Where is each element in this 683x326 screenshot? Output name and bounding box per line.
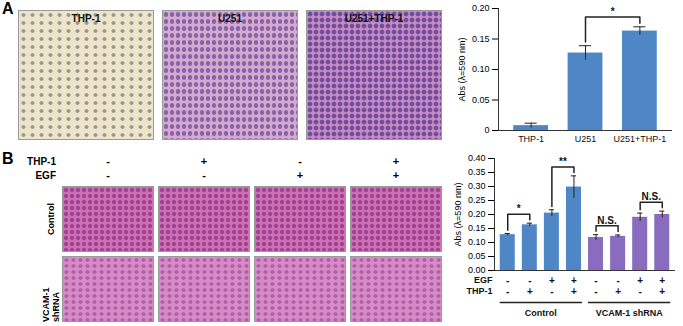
html-text:U251: U251: [218, 13, 242, 24]
svg-text:0.40: 0.40: [468, 153, 486, 163]
svg-text:-: -: [506, 275, 509, 286]
svg-text:0.35: 0.35: [468, 167, 486, 177]
html-text:EGF: EGF: [35, 170, 56, 181]
svg-text:0.15: 0.15: [468, 223, 486, 233]
svg-text:THP-1: THP-1: [466, 286, 492, 296]
svg-text:Abs (λ=590 nm): Abs (λ=590 nm): [453, 183, 463, 247]
svg-text:EGF: EGF: [474, 275, 493, 285]
html-text:A: A: [2, 0, 14, 17]
html-text:B: B: [2, 150, 14, 167]
svg-text:0.05: 0.05: [468, 251, 486, 261]
svg-text:+: +: [571, 286, 577, 297]
svg-text:0.10: 0.10: [472, 64, 490, 74]
svg-text:-: -: [616, 275, 619, 286]
svg-text:0.25: 0.25: [468, 195, 486, 205]
svg-text:+: +: [637, 275, 643, 286]
svg-text:+: +: [659, 286, 665, 297]
svg-text:Abs (λ=590 nm): Abs (λ=590 nm): [457, 38, 467, 102]
html-text:THP-1: THP-1: [71, 13, 101, 24]
svg-text:-: -: [550, 286, 553, 297]
svg-text:N.S.: N.S.: [641, 191, 661, 202]
html-text:VCAM-1 shRNA: VCAM-1 shRNA: [41, 287, 61, 322]
svg-text:**: **: [559, 156, 567, 167]
svg-text:0.00: 0.00: [468, 265, 486, 275]
svg-text:*: *: [611, 6, 615, 17]
svg-text:+: +: [615, 286, 621, 297]
svg-text:0.20: 0.20: [468, 209, 486, 219]
svg-text:0.30: 0.30: [468, 181, 486, 191]
svg-text:0: 0: [484, 125, 489, 135]
svg-text:0.20: 0.20: [472, 3, 490, 13]
svg-text:+: +: [659, 275, 665, 286]
svg-text:U251: U251: [575, 134, 597, 144]
svg-text:VCAM-1 shRNA: VCAM-1 shRNA: [596, 308, 664, 318]
svg-text:*: *: [517, 203, 521, 214]
svg-text:+: +: [527, 286, 533, 297]
svg-text:-: -: [506, 286, 509, 297]
svg-text:Control: Control: [525, 308, 557, 318]
svg-text:-: -: [594, 286, 597, 297]
svg-text:0.15: 0.15: [472, 34, 490, 44]
svg-text:U251+THP-1: U251+THP-1: [613, 134, 666, 144]
svg-text:0.10: 0.10: [468, 237, 486, 247]
svg-text:+: +: [571, 275, 577, 286]
svg-text:+: +: [549, 275, 555, 286]
svg-text:-: -: [639, 286, 642, 297]
svg-text:-: -: [594, 275, 597, 286]
svg-text:0.05: 0.05: [472, 95, 490, 105]
svg-text:-: -: [528, 275, 531, 286]
svg-text:N.S.: N.S.: [597, 215, 617, 226]
svg-text:THP-1: THP-1: [518, 134, 544, 144]
html-text:Control: Control: [46, 203, 56, 235]
html-text:THP-1: THP-1: [27, 156, 56, 167]
html-text:U251+THP-1: U251+THP-1: [344, 13, 404, 24]
